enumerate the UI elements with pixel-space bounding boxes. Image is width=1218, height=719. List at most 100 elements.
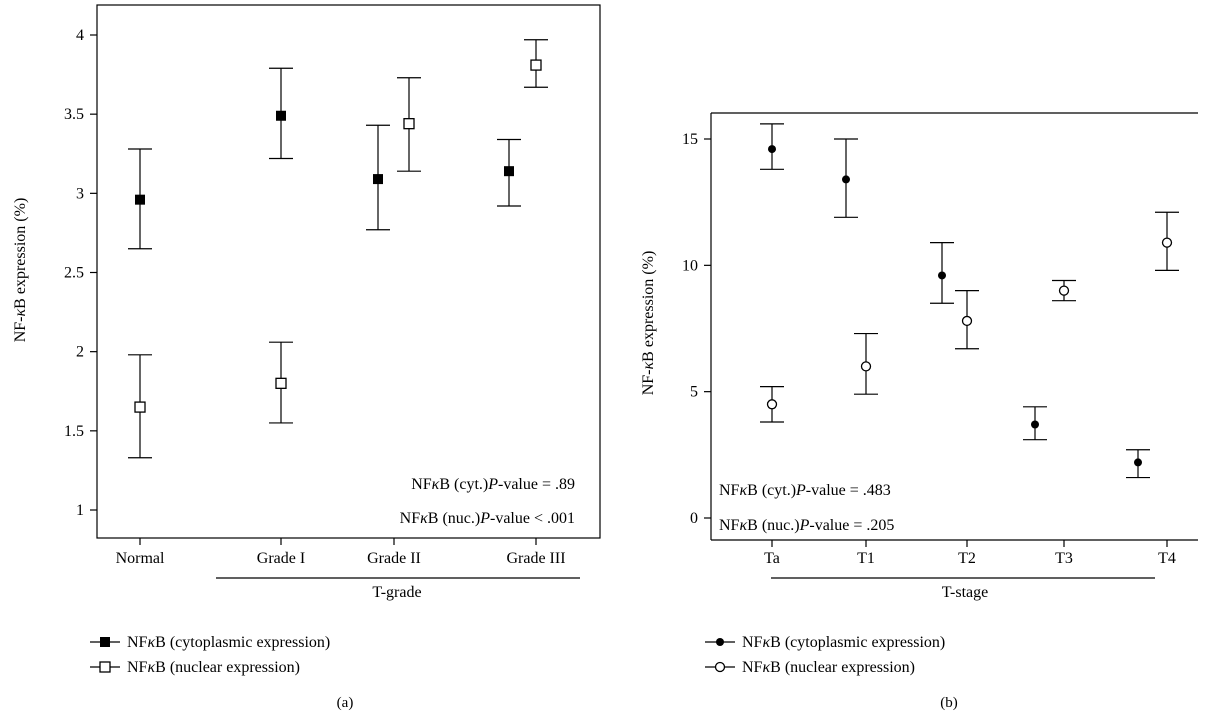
p-value-annotation-part: -value < .001: [490, 510, 575, 527]
legend-item: NFκB (cytoplasmic expression): [90, 634, 330, 651]
legend-label: NFκB (cytoplasmic expression): [742, 634, 945, 651]
legend-label-part: κ: [147, 634, 155, 651]
x-tick-label: Ta: [764, 550, 780, 567]
p-value-annotation-part: NF: [719, 517, 740, 534]
y-tick-label: 10: [682, 257, 698, 274]
p-value-annotation-part: P: [479, 510, 490, 527]
p-value-annotation-part: κ: [420, 510, 428, 527]
panel-label: (b): [940, 695, 958, 711]
p-value-annotation: NFκB (cyt.)P-value = .483: [719, 482, 891, 499]
data-point: [1161, 237, 1173, 248]
y-axis-label-part: B expression (%): [12, 198, 29, 309]
y-tick-label: 1: [76, 502, 84, 519]
p-value-annotation-part: P: [795, 482, 806, 499]
data-point: [275, 377, 287, 389]
legend-item: NFκB (cytoplasmic expression): [705, 634, 945, 651]
y-tick-label: 4: [76, 27, 84, 44]
y-tick-label: 2: [76, 344, 84, 361]
data-point: [860, 361, 872, 372]
x-tick-label: Grade I: [257, 550, 305, 567]
p-value-annotation-part: P: [799, 517, 810, 534]
legend-label-part: B (nuclear expression): [155, 659, 300, 676]
x-tick-label: T1: [857, 550, 875, 567]
p-value-annotation-part: -value = .205: [809, 517, 894, 534]
y-tick-label: 15: [682, 131, 698, 148]
p-value-annotation-part: κ: [739, 482, 747, 499]
y-axis-label-part: κ: [12, 309, 29, 317]
x-tick-label: Normal: [116, 550, 165, 567]
legend-label-part: NF: [127, 634, 148, 651]
p-value-annotation-part: B (cyt.): [439, 476, 488, 493]
x-tick-label: T2: [958, 550, 976, 567]
data-point: [134, 401, 146, 413]
data-point: [1134, 458, 1142, 467]
legend-label-part: κ: [762, 659, 770, 676]
data-point: [766, 399, 778, 410]
x-tick-label: Grade II: [367, 550, 421, 567]
p-value-annotation-part: P: [487, 476, 498, 493]
x-axis-label: T-grade: [372, 584, 421, 601]
x-tick-label: T4: [1158, 550, 1176, 567]
y-axis-label-part: NF-: [12, 317, 29, 343]
p-value-annotation-part: κ: [739, 517, 747, 534]
y-axis-label-part: NF-: [640, 370, 657, 396]
p-value-annotation-part: B (cyt.): [747, 482, 796, 499]
data-point: [768, 145, 776, 154]
x-tick-label: T3: [1055, 550, 1073, 567]
chart-panel-1: 1 1.5 2 2.5 3 3.5 4 Normal Grade I Grade II Grade …: [12, 4, 601, 711]
data-point: [373, 174, 383, 185]
p-value-annotation-part: κ: [432, 476, 440, 493]
legend-label-part: B (cytoplasmic expression): [155, 634, 330, 651]
data-point: [938, 271, 946, 280]
p-value-annotation: NFκB (nuc.)P-value = .205: [719, 517, 894, 534]
p-value-annotation-part: -value = .483: [806, 482, 891, 499]
p-value-annotation-part: NF: [719, 482, 740, 499]
legend-label-part: κ: [147, 659, 155, 676]
y-tick-label: 0: [690, 510, 698, 527]
p-value-annotation-part: NF: [400, 510, 421, 527]
legend-item: NFκB (nuclear expression): [705, 659, 915, 676]
y-axis-label-part: B expression (%): [640, 251, 657, 362]
legend-label-part: B (cytoplasmic expression): [770, 634, 945, 651]
y-tick-label: 5: [690, 384, 698, 401]
legend-label: NFκB (nuclear expression): [742, 659, 915, 676]
x-axis-label: T-stage: [942, 584, 989, 601]
data-point: [961, 315, 973, 327]
y-axis-label: NF-κB expression (%): [12, 198, 29, 343]
plot-frame: [96, 4, 601, 539]
legend-label-part: B (nuclear expression): [770, 659, 915, 676]
p-value-annotation-part: B (nuc.): [428, 510, 480, 527]
p-value-annotation-part: NF: [411, 476, 432, 493]
p-value-annotation: NFκB (cyt.)P-value = .89: [411, 476, 575, 493]
p-value-annotation-part: B (nuc.): [747, 517, 799, 534]
x-tick-label: Grade III: [506, 550, 565, 567]
data-point: [403, 118, 415, 130]
legend-label: NFκB (nuclear expression): [127, 659, 300, 676]
y-axis-label: NF-κB expression (%): [640, 251, 657, 396]
legend-label-part: NF: [742, 659, 763, 676]
y-tick-label: 2.5: [64, 265, 84, 282]
data-point: [530, 59, 542, 71]
p-value-annotation: NFκB (nuc.)P-value < .001: [400, 510, 575, 527]
y-tick-label: 3.5: [64, 106, 84, 123]
legend-marker: [714, 661, 726, 673]
legend-marker: [100, 637, 110, 647]
y-axis-label-part: κ: [640, 362, 657, 370]
data-point: [276, 110, 286, 121]
data-point: [504, 166, 514, 177]
legend-label-part: NF: [742, 634, 763, 651]
y-tick-label: 3: [76, 185, 84, 202]
y-tick-label: 1.5: [64, 423, 84, 440]
data-point: [1058, 285, 1070, 296]
legend-label-part: NF: [127, 659, 148, 676]
data-point: [1031, 420, 1039, 429]
legend-marker: [99, 661, 111, 673]
legend-label-part: κ: [762, 634, 770, 651]
legend-label: NFκB (cytoplasmic expression): [127, 634, 330, 651]
legend-item: NFκB (nuclear expression): [90, 659, 300, 676]
p-value-annotation-part: -value = .89: [498, 476, 575, 493]
legend-marker: [716, 638, 724, 646]
panel-label: (a): [337, 695, 354, 711]
